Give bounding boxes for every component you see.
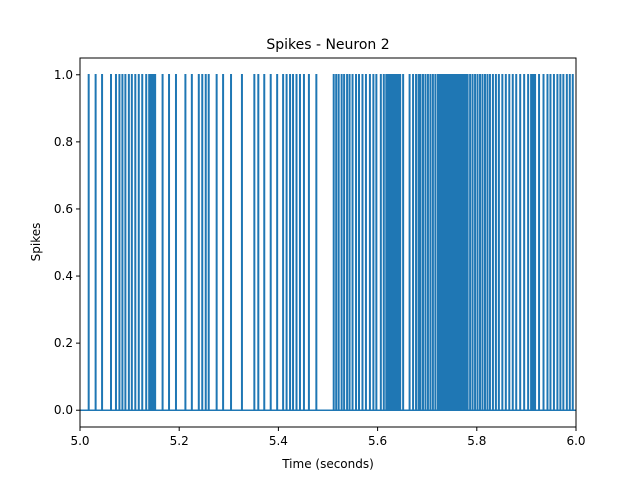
chart-title: Spikes - Neuron 2 xyxy=(266,37,389,53)
y-tick-label: 0.2 xyxy=(54,336,73,350)
y-tick-label: 0.6 xyxy=(54,202,73,216)
y-tick-label: 0.0 xyxy=(54,403,73,417)
x-axis: 5.0 5.2 5.4 5.6 5.8 6.0 xyxy=(70,427,586,448)
y-tick-label: 0.4 xyxy=(54,269,73,283)
y-axis: 0.0 0.2 0.4 0.6 0.8 1.0 xyxy=(54,68,80,417)
x-tick-label: 5.6 xyxy=(368,434,387,448)
y-tick-label: 0.8 xyxy=(54,135,73,149)
x-tick-label: 6.0 xyxy=(566,434,585,448)
y-axis-label: Spikes xyxy=(29,223,43,262)
x-tick-label: 5.8 xyxy=(467,434,486,448)
plot-frame xyxy=(79,57,577,428)
x-axis-label: Time (seconds) xyxy=(281,457,374,471)
x-tick-label: 5.2 xyxy=(170,434,189,448)
y-tick-label: 1.0 xyxy=(54,68,73,82)
spike-series-line xyxy=(80,74,576,411)
x-tick-label: 5.0 xyxy=(70,434,89,448)
x-tick-label: 5.4 xyxy=(269,434,288,448)
